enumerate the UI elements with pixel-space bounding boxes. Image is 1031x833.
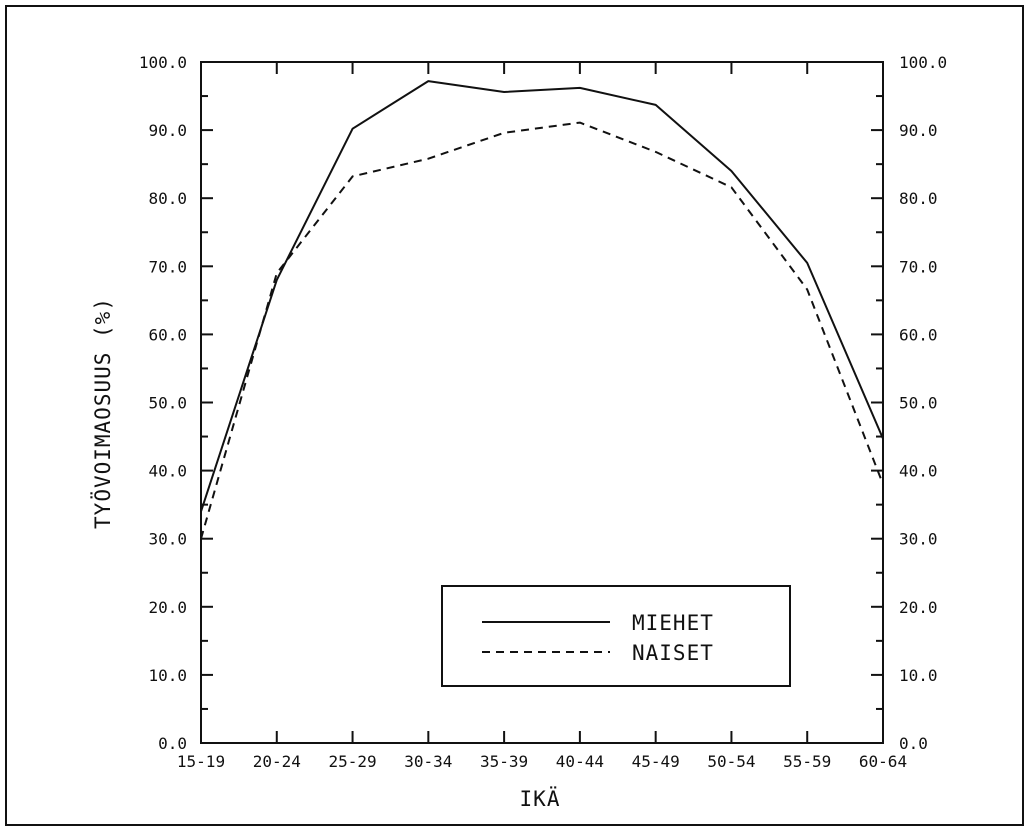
legend-label-miehet: MIEHET — [632, 611, 714, 635]
y-tick-label-right: 100.0 — [899, 53, 947, 72]
y-tick-label-right: 70.0 — [899, 257, 938, 276]
y-tick-label-right: 20.0 — [899, 598, 938, 617]
y-tick-label-right: 50.0 — [899, 394, 938, 413]
ticks: 0.0 0.0 10.0 10.0 20.0 20.0 30.0 30.0 40.0 40.0 50… — [139, 53, 947, 771]
series-layer — [200, 80, 884, 539]
y-tick-label-left: 10.0 — [148, 666, 187, 685]
legend-box — [441, 585, 791, 687]
y-tick-label-left: 70.0 — [148, 257, 187, 276]
x-axis-title: IKÄ — [520, 786, 561, 811]
y-tick-label-left: 50.0 — [148, 394, 187, 413]
y-tick-label-left: 100.0 — [139, 53, 187, 72]
x-tick-label: 25-29 — [328, 752, 376, 771]
x-tick-label: 45-49 — [632, 752, 680, 771]
y-tick-label-left: 0.0 — [158, 734, 187, 753]
series-line-miehet — [200, 80, 884, 512]
y-axis-title: TYÖVOIMAOSUUS (%) — [90, 297, 115, 529]
x-tick-label: 30-34 — [404, 752, 452, 771]
y-tick-label-left: 90.0 — [148, 121, 187, 140]
y-tick-label-left: 60.0 — [148, 325, 187, 344]
y-tick-label-right: 30.0 — [899, 530, 938, 549]
x-tick-label: 55-59 — [783, 752, 831, 771]
y-tick-label-right: 40.0 — [899, 462, 938, 481]
x-tick-label: 40-44 — [556, 752, 604, 771]
x-tick-label: 35-39 — [480, 752, 528, 771]
legend: MIEHET NAISET — [441, 585, 791, 687]
y-tick-label-left: 40.0 — [148, 462, 187, 481]
y-tick-label-left: 20.0 — [148, 598, 187, 617]
legend-label-naiset: NAISET — [632, 641, 714, 665]
y-tick-label-left: 30.0 — [148, 530, 187, 549]
x-tick-label: 15-19 — [177, 752, 225, 771]
y-tick-label-right: 90.0 — [899, 121, 938, 140]
x-tick-label: 20-24 — [253, 752, 301, 771]
y-tick-label-right: 80.0 — [899, 189, 938, 208]
x-tick-label: 50-54 — [707, 752, 755, 771]
y-tick-label-right: 60.0 — [899, 325, 938, 344]
y-tick-label-right: 0.0 — [899, 734, 928, 753]
chart-frame — [5, 5, 1024, 826]
series-line-naiset — [200, 121, 884, 539]
x-tick-label: 60-64 — [859, 752, 907, 771]
y-tick-label-right: 10.0 — [899, 666, 938, 685]
y-tick-label-left: 80.0 — [148, 189, 187, 208]
